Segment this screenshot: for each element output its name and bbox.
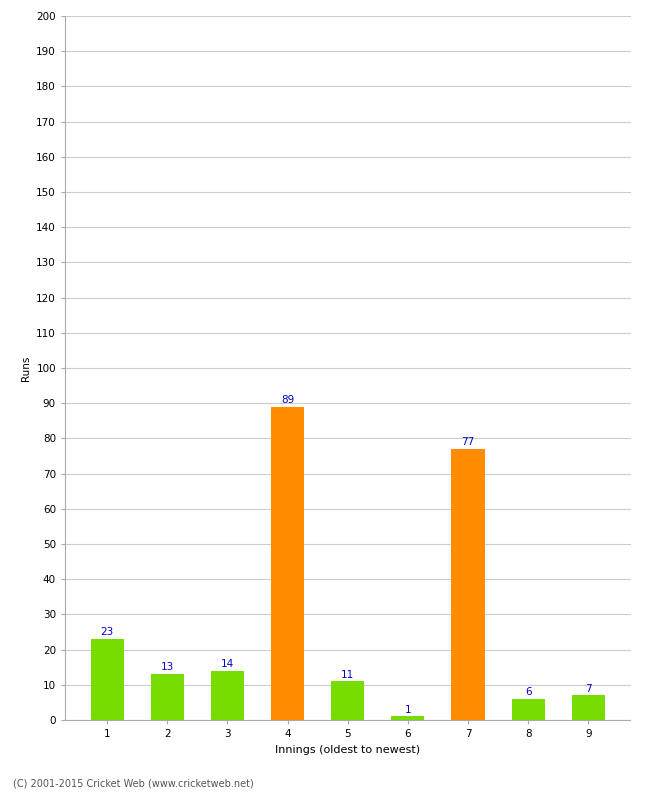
Text: 23: 23 [101,627,114,638]
Text: 77: 77 [462,437,474,447]
Text: 89: 89 [281,395,294,405]
Bar [271,406,304,720]
Bar [391,717,424,720]
Text: (C) 2001-2015 Cricket Web (www.cricketweb.net): (C) 2001-2015 Cricket Web (www.cricketwe… [13,778,254,788]
Bar [452,449,484,720]
Y-axis label: Runs: Runs [21,355,31,381]
Text: 13: 13 [161,662,174,673]
Bar [332,682,364,720]
Bar [211,670,244,720]
Text: 14: 14 [221,659,234,669]
Text: 7: 7 [585,683,592,694]
X-axis label: Innings (oldest to newest): Innings (oldest to newest) [275,745,421,754]
Bar [91,639,124,720]
Bar [151,674,184,720]
Text: 1: 1 [404,705,411,714]
Text: 11: 11 [341,670,354,679]
Bar [572,695,604,720]
Bar [512,699,545,720]
Text: 6: 6 [525,687,532,697]
